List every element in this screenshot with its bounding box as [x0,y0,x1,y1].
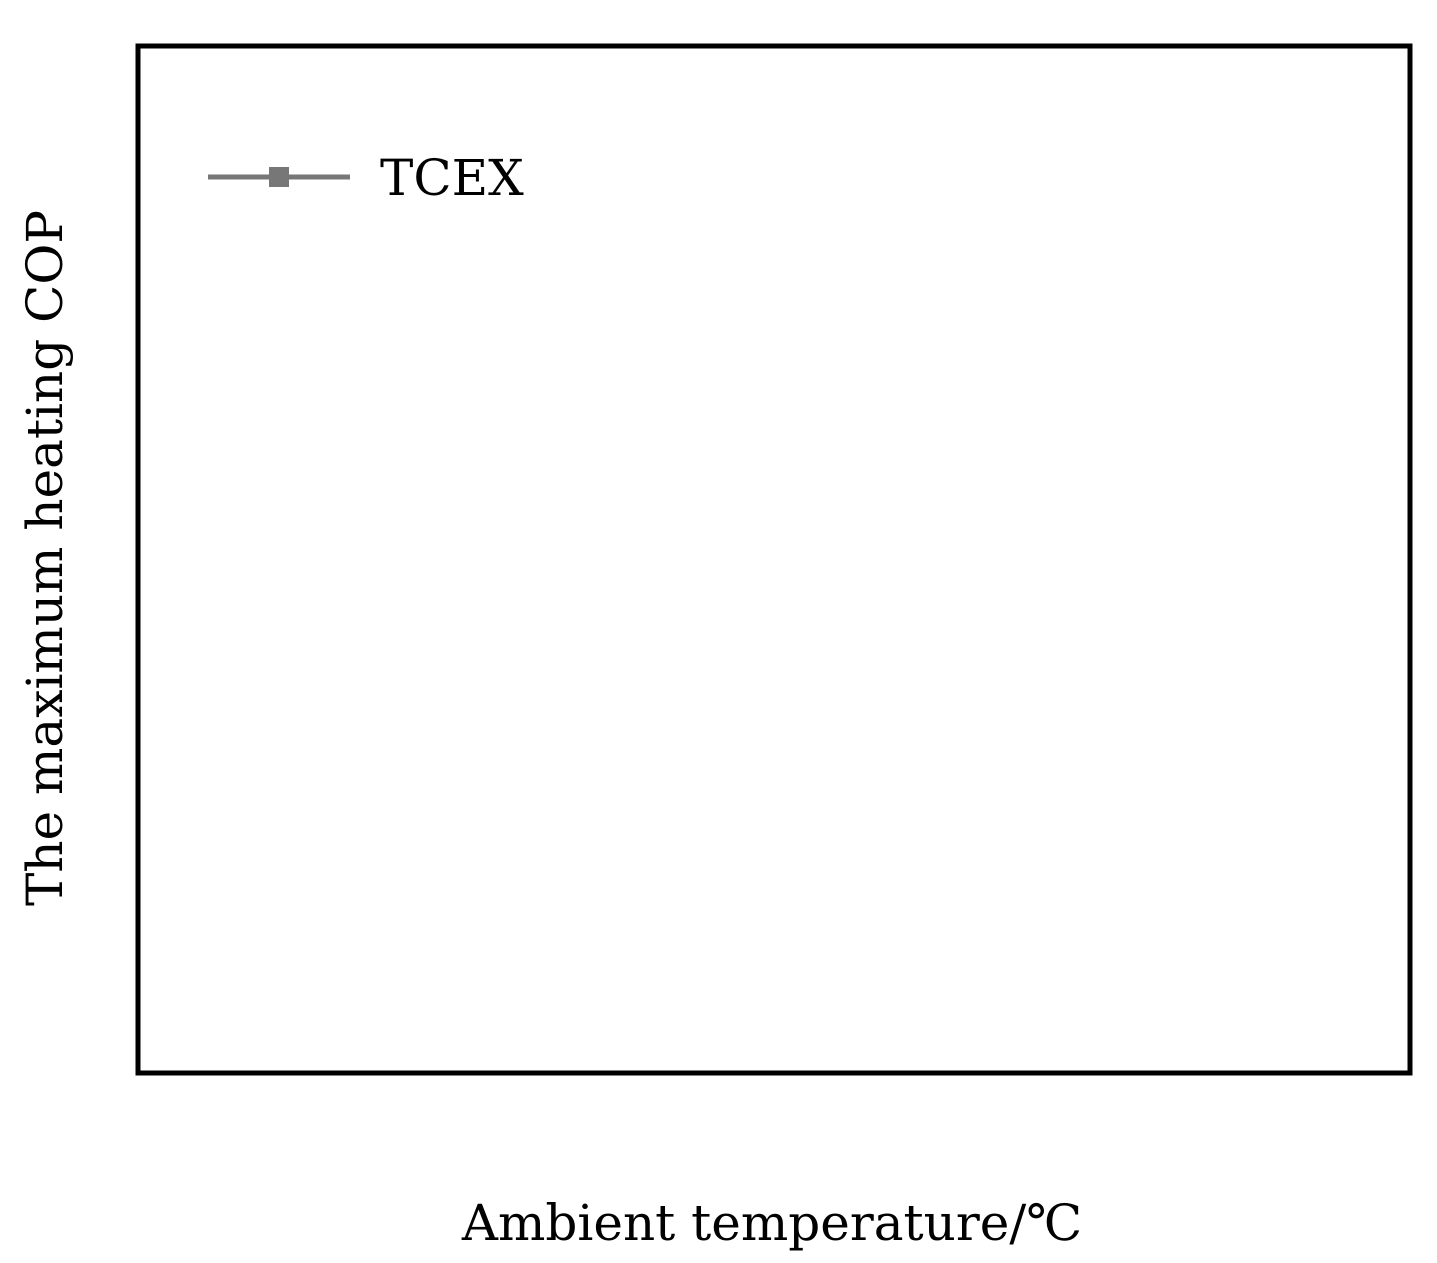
y-axis-title: The maximum heating COP [16,210,74,906]
legend: TCEX [208,149,524,207]
plot-frame [135,43,1413,1076]
legend-marker-tcex [269,167,289,187]
x-axis-title: Ambient temperature/℃ [461,1194,1082,1252]
legend-label-tcex: TCEX [380,149,524,207]
